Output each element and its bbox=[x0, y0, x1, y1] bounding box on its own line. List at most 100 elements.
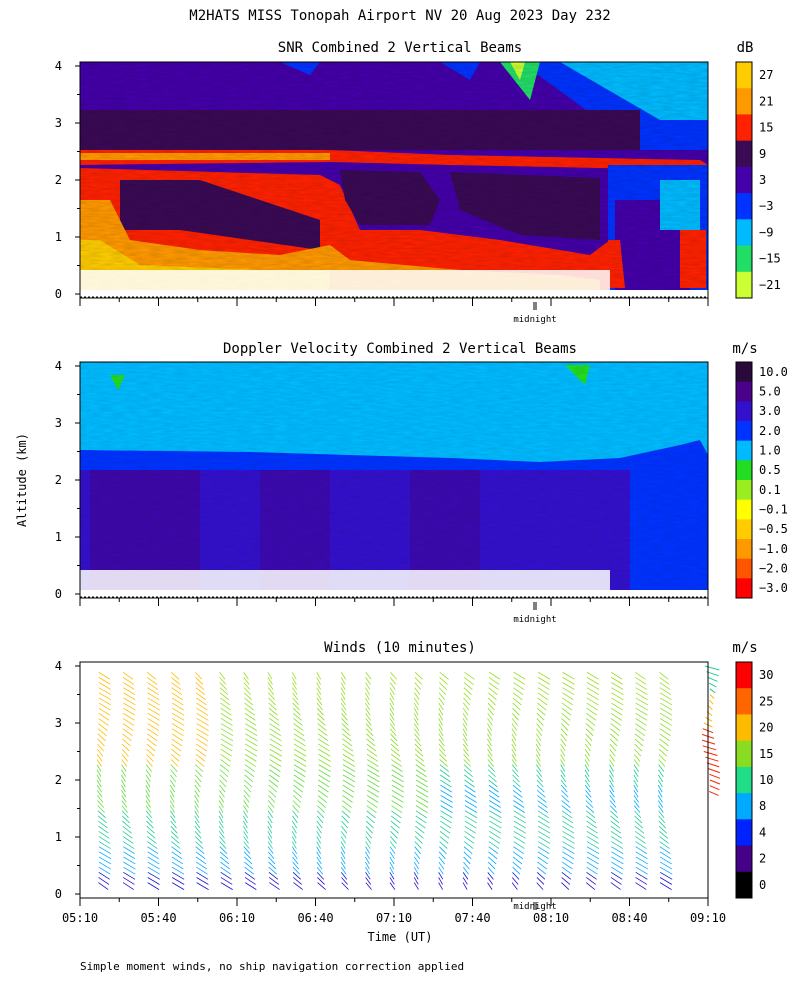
wind-barb bbox=[659, 682, 671, 690]
wind-barb bbox=[464, 784, 476, 793]
wind-barb bbox=[292, 800, 301, 808]
wind-barb bbox=[610, 712, 622, 721]
wind-barb bbox=[609, 743, 617, 752]
wind-barb-edge bbox=[709, 688, 716, 694]
wind-barb bbox=[659, 707, 673, 716]
wind-barb bbox=[365, 728, 374, 736]
wind-barb bbox=[293, 784, 304, 793]
wind-barb bbox=[292, 872, 301, 880]
wind-barb bbox=[340, 677, 346, 685]
wind-barb bbox=[512, 779, 521, 788]
wind-barb bbox=[340, 856, 346, 865]
wind-barb bbox=[487, 866, 495, 875]
wind-barb bbox=[462, 707, 469, 716]
wind-barb bbox=[291, 836, 297, 844]
wind-barb bbox=[609, 790, 615, 798]
wind-barb bbox=[147, 861, 160, 870]
wind-barb bbox=[267, 682, 274, 690]
doppler-colorbar-swatch bbox=[736, 362, 752, 383]
wind-barb bbox=[169, 784, 175, 793]
winds-y-tick-label: 3 bbox=[55, 716, 62, 730]
wind-barb bbox=[659, 677, 670, 685]
wind-barb bbox=[440, 784, 453, 793]
wind-barb bbox=[609, 784, 615, 793]
wind-barb bbox=[96, 790, 103, 798]
wind-barb bbox=[122, 820, 131, 829]
wind-barb bbox=[171, 861, 184, 870]
wind-barb bbox=[415, 789, 429, 798]
wind-barb-edge bbox=[708, 790, 719, 796]
wind-barb bbox=[195, 754, 206, 762]
snr-y-tick-label: 0 bbox=[55, 287, 62, 301]
wind-barb bbox=[171, 882, 185, 890]
wind-barb bbox=[511, 764, 519, 772]
wind-barb bbox=[537, 810, 550, 819]
wind-barb bbox=[511, 738, 517, 747]
wind-barb bbox=[415, 825, 425, 834]
wind-barb bbox=[123, 851, 136, 860]
doppler-colorbar-swatch bbox=[736, 499, 752, 520]
wind-barb bbox=[635, 861, 649, 870]
wind-barb bbox=[657, 790, 663, 798]
wind-barb bbox=[342, 769, 356, 778]
wind-barb bbox=[389, 723, 396, 731]
wind-barb bbox=[171, 723, 185, 731]
wind-barb bbox=[536, 882, 544, 890]
winds-colorbar-swatch bbox=[736, 845, 752, 873]
wind-barb bbox=[219, 784, 226, 793]
wind-barb bbox=[365, 872, 371, 880]
wind-barb bbox=[98, 702, 111, 711]
doppler-heatmap bbox=[80, 362, 708, 598]
wind-barb bbox=[171, 712, 185, 721]
wind-barb bbox=[610, 718, 622, 726]
wind-barb bbox=[487, 882, 493, 890]
wind-barb bbox=[219, 682, 228, 690]
wind-barb bbox=[487, 728, 492, 736]
wind-barb bbox=[316, 682, 321, 690]
wind-barb bbox=[659, 712, 673, 721]
wind-barb bbox=[98, 861, 111, 870]
doppler-colorbar-swatch bbox=[736, 519, 752, 540]
wind-barb bbox=[609, 759, 615, 767]
wind-barb bbox=[292, 713, 302, 721]
wind-barb bbox=[489, 825, 502, 834]
wind-barb bbox=[391, 805, 403, 813]
wind-barb bbox=[268, 702, 277, 711]
wind-barb bbox=[317, 882, 326, 890]
wind-barb bbox=[414, 687, 421, 695]
wind-barb bbox=[634, 743, 643, 752]
wind-barb bbox=[171, 677, 181, 685]
wind-barb bbox=[292, 856, 299, 865]
wind-barb bbox=[633, 754, 641, 762]
wind-barb bbox=[512, 866, 521, 875]
wind-barb bbox=[365, 861, 370, 870]
doppler-title: Doppler Velocity Combined 2 Vertical Bea… bbox=[223, 341, 577, 357]
wind-barb bbox=[195, 846, 205, 854]
doppler-colorbar-label: −0.1 bbox=[759, 503, 788, 517]
wind-barb bbox=[658, 759, 666, 767]
wind-barb-edge bbox=[703, 751, 718, 756]
wind-barb bbox=[487, 723, 493, 731]
wind-barb bbox=[340, 841, 346, 849]
wind-barb bbox=[633, 795, 639, 803]
wind-barb bbox=[244, 872, 256, 880]
wind-barb bbox=[560, 774, 567, 783]
wind-barb bbox=[586, 856, 599, 865]
wind-barb bbox=[267, 677, 273, 685]
wind-barb bbox=[122, 723, 134, 731]
wind-barb bbox=[659, 687, 672, 695]
wind-barb bbox=[218, 795, 225, 803]
wind-barb bbox=[341, 723, 350, 731]
wind-barb bbox=[414, 671, 423, 680]
wind-barb bbox=[464, 810, 478, 819]
wind-barb bbox=[123, 712, 135, 721]
wind-barb bbox=[487, 759, 495, 767]
wind-barb bbox=[635, 836, 646, 844]
wind-barb bbox=[170, 820, 177, 829]
winds-colorbar-label: 25 bbox=[759, 694, 773, 708]
wind-barb bbox=[609, 738, 618, 747]
wind-barb bbox=[194, 831, 202, 839]
wind-barb bbox=[511, 749, 517, 757]
wind-barb bbox=[609, 779, 614, 788]
wind-barb bbox=[220, 759, 231, 767]
